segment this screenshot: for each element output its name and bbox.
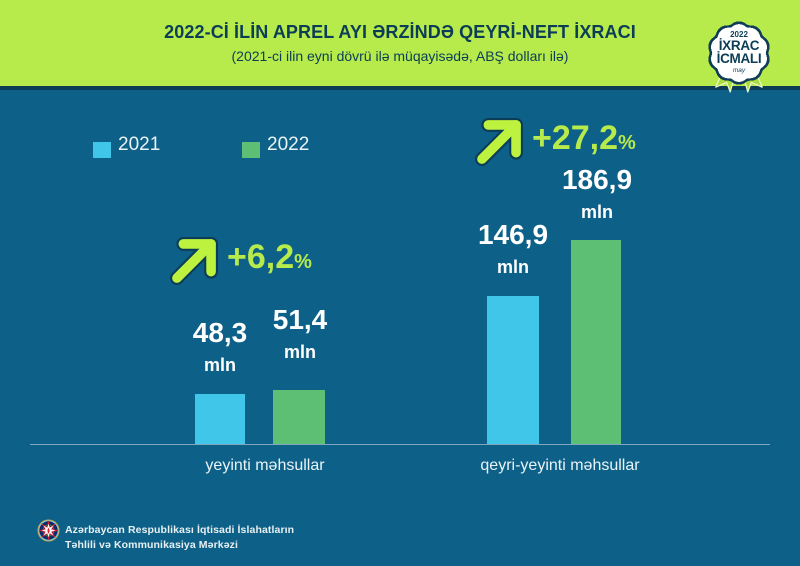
svg-text:İCMALI: İCMALI bbox=[717, 51, 762, 66]
svg-text:may: may bbox=[733, 67, 746, 74]
